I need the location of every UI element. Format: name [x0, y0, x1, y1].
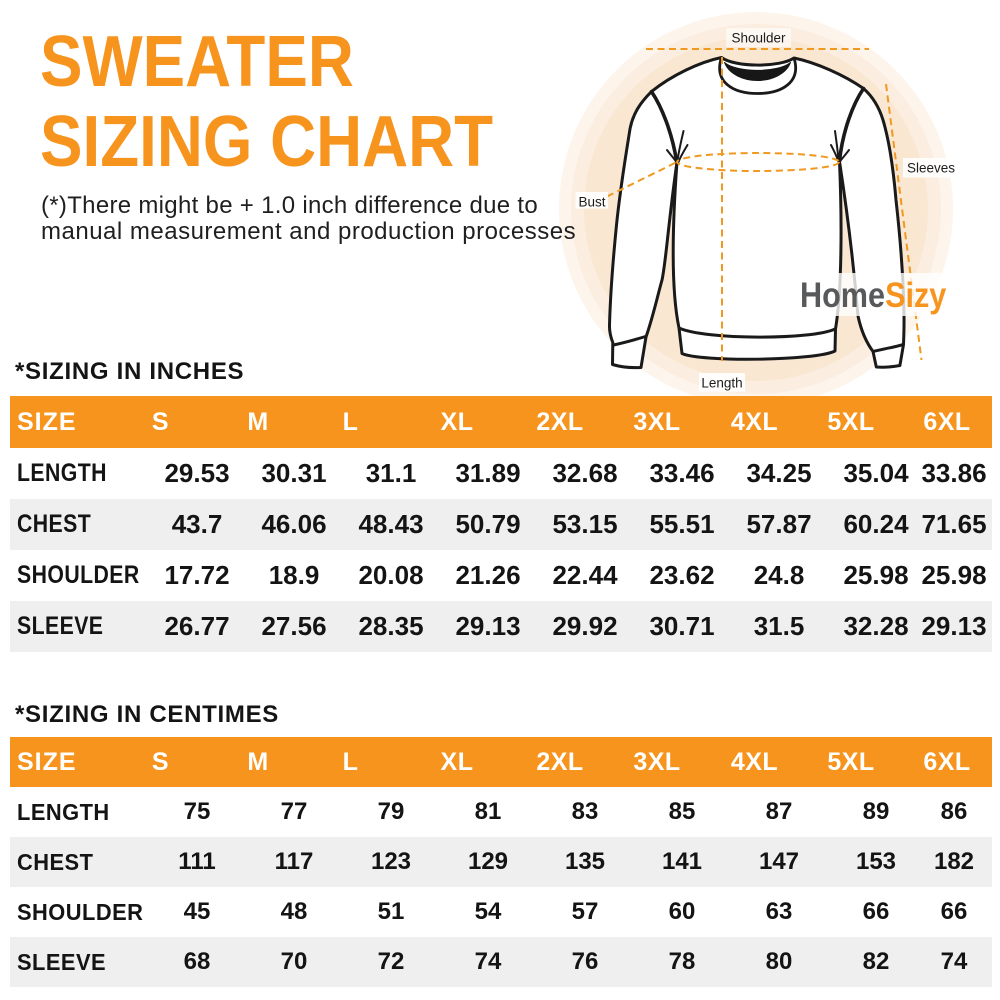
svg-text:Sleeves: Sleeves [907, 161, 955, 176]
svg-text:Bust: Bust [579, 195, 606, 210]
svg-text:HomeSizy: HomeSizy [800, 275, 947, 314]
svg-text:Length: Length [701, 376, 742, 391]
svg-text:Shoulder: Shoulder [731, 31, 786, 46]
